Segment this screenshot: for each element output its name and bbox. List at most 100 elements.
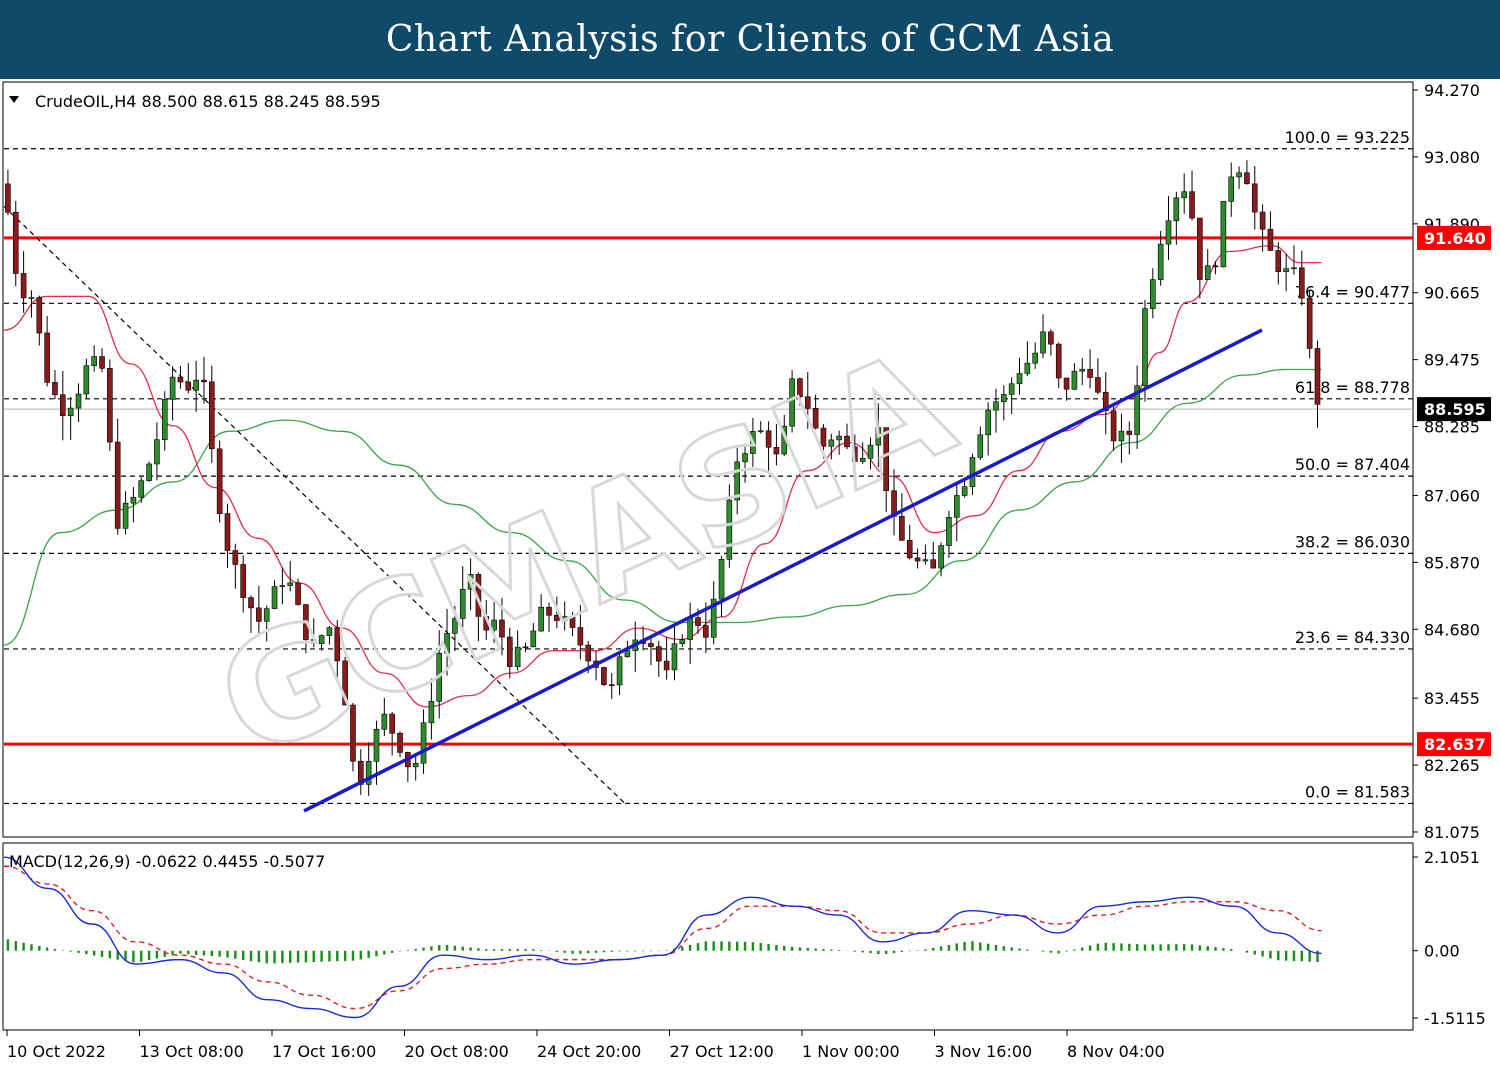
candle-body (436, 652, 443, 702)
candle-body (1204, 265, 1211, 280)
candle-body (357, 760, 364, 785)
candle-body (663, 660, 670, 671)
candle-body (146, 463, 152, 481)
time-tick-label: 17 Oct 16:00 (272, 1042, 376, 1061)
candle-body (201, 379, 207, 383)
candle-body (577, 627, 584, 646)
candle-body (977, 434, 984, 458)
candle-body (350, 704, 356, 762)
candle-body (726, 499, 733, 560)
price-tick-label: 85.870 (1424, 553, 1480, 572)
candle-body (475, 574, 482, 617)
banner: Chart Analysis for Clients of GCM Asia (0, 0, 1500, 79)
candle-body (953, 495, 960, 518)
candle-body (310, 639, 317, 644)
fib-label: 50.0 = 87.404 (1295, 455, 1410, 474)
candle-body (1236, 172, 1242, 178)
candle-body (883, 427, 889, 492)
candle-body (804, 396, 811, 409)
candle-body (373, 728, 380, 762)
candle-body (122, 502, 129, 529)
candle-body (12, 211, 19, 274)
candle-body (1181, 191, 1187, 199)
macd-tick-label: 0.00 (1424, 942, 1460, 961)
time-tick-label: 1 Nov 00:00 (802, 1042, 900, 1061)
candle-body (263, 608, 270, 622)
candle-body (718, 559, 725, 600)
candle-body (216, 448, 223, 514)
fib-label: 61.8 = 88.778 (1295, 378, 1410, 397)
candle-body (1150, 279, 1156, 309)
candle-body (750, 431, 756, 454)
candle-body (1032, 352, 1038, 364)
candle-body (530, 630, 537, 648)
candle-body (1102, 391, 1109, 412)
candle-body (812, 408, 819, 429)
candle-body (961, 486, 968, 496)
current-price-tag: 88.595 (1424, 400, 1486, 419)
candle-body (1212, 265, 1219, 268)
candle-body (585, 644, 592, 662)
candle-body (969, 457, 976, 487)
candle-body (193, 379, 199, 391)
candle-body (1142, 308, 1148, 387)
candle-body (287, 582, 294, 586)
candle-body (107, 368, 113, 443)
fib-label: 23.6 = 84.330 (1295, 628, 1410, 647)
candle-body (326, 627, 333, 636)
time-tick-label: 3 Nov 16:00 (935, 1042, 1033, 1061)
candle-body (914, 557, 921, 562)
candle-body (1259, 211, 1266, 230)
candle-body (91, 356, 97, 367)
macd-header: MACD(12,26,9) -0.0622 0.4455 -0.5077 (9, 852, 325, 871)
candle-body (1126, 430, 1133, 435)
candle-body (342, 660, 348, 706)
candle-body (154, 439, 160, 465)
candle-body (36, 297, 43, 334)
candle-body (875, 427, 882, 446)
candle-body (734, 461, 741, 501)
candle-body (1291, 267, 1297, 270)
candle-body (1001, 394, 1007, 403)
candle-body (836, 435, 842, 441)
fib-label: 38.2 = 86.030 (1295, 532, 1410, 551)
candle-body (1283, 268, 1289, 273)
candle-body (185, 381, 192, 391)
candle-body (397, 732, 403, 753)
candle-body (1251, 183, 1258, 213)
candle-body (389, 713, 395, 734)
candle-body (232, 550, 239, 565)
candle-body (655, 646, 662, 662)
candle-body (773, 446, 780, 455)
candle-body (1267, 228, 1274, 251)
candle-body (459, 588, 466, 619)
candle-body (695, 617, 701, 626)
candle-body (624, 650, 631, 658)
time-tick-label: 20 Oct 08:00 (405, 1042, 509, 1061)
dropdown-triangle-icon[interactable] (9, 96, 19, 103)
candle-body (1165, 220, 1172, 245)
candle-body (1134, 385, 1140, 435)
macd-line (3, 856, 1322, 1019)
price-tick-label: 83.455 (1424, 689, 1480, 708)
candle-body (1228, 176, 1235, 202)
candle-body (867, 444, 874, 459)
candle-body (491, 619, 497, 631)
candle-body (1173, 197, 1180, 222)
candle-body (1008, 383, 1015, 395)
candle-body (1157, 243, 1164, 280)
candle-body (83, 365, 90, 395)
time-tick-label: 10 Oct 2022 (7, 1042, 106, 1061)
time-tick-label: 8 Nov 04:00 (1067, 1042, 1165, 1061)
candle-body (20, 273, 27, 299)
candle-body (138, 480, 145, 498)
macd-tick-label: -1.5115 (1424, 1009, 1486, 1028)
fib-label: 100.0 = 93.225 (1285, 128, 1410, 147)
candle-body (506, 636, 513, 667)
fib-label: 0.0 = 81.583 (1305, 782, 1410, 801)
candle-body (161, 399, 168, 440)
candle-body (1275, 250, 1282, 273)
candle-body (828, 439, 835, 447)
uptrend-line (303, 328, 1263, 813)
